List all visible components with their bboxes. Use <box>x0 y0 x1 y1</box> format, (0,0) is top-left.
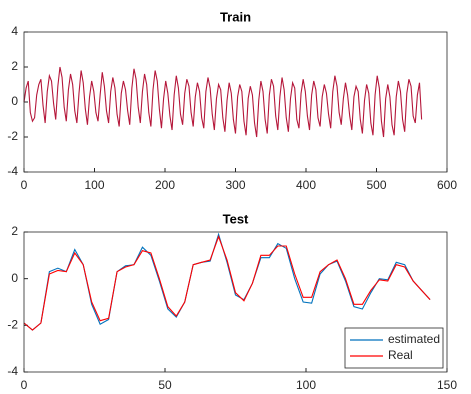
axes-frame <box>23 31 448 173</box>
legend-label: estimated <box>388 332 440 346</box>
x-tick-label: 100 <box>296 378 316 392</box>
y-tick-label: 0 <box>11 94 18 108</box>
x-tick-label: 200 <box>155 178 175 192</box>
y-tick-label: -2 <box>7 318 18 332</box>
y-tick-label: -4 <box>7 164 18 178</box>
y-tick-label: 2 <box>11 224 18 238</box>
x-tick-label: 300 <box>225 178 245 192</box>
x-tick-label: 400 <box>296 178 316 192</box>
chart-title: Train <box>220 9 251 24</box>
x-tick-label: 0 <box>21 178 28 192</box>
x-tick-label: 50 <box>158 378 172 392</box>
chart-title: Test <box>223 211 249 226</box>
axes-frame <box>23 231 448 373</box>
data-line <box>23 232 431 331</box>
y-tick-label: 4 <box>11 24 18 38</box>
y-tick-label: 2 <box>11 59 18 73</box>
x-tick-label: 150 <box>437 378 457 392</box>
x-tick-label: 100 <box>84 178 104 192</box>
data-line <box>23 66 423 138</box>
y-tick-label: -2 <box>7 129 18 143</box>
legend-box <box>344 327 444 369</box>
legend-label: Real <box>388 348 413 362</box>
x-tick-label: 0 <box>21 378 28 392</box>
axes-background <box>24 32 447 172</box>
x-tick-label: 500 <box>366 178 386 192</box>
x-tick-label: 600 <box>437 178 457 192</box>
y-tick-label: 0 <box>11 271 18 285</box>
data-line <box>23 235 431 331</box>
y-tick-label: -4 <box>7 364 18 378</box>
